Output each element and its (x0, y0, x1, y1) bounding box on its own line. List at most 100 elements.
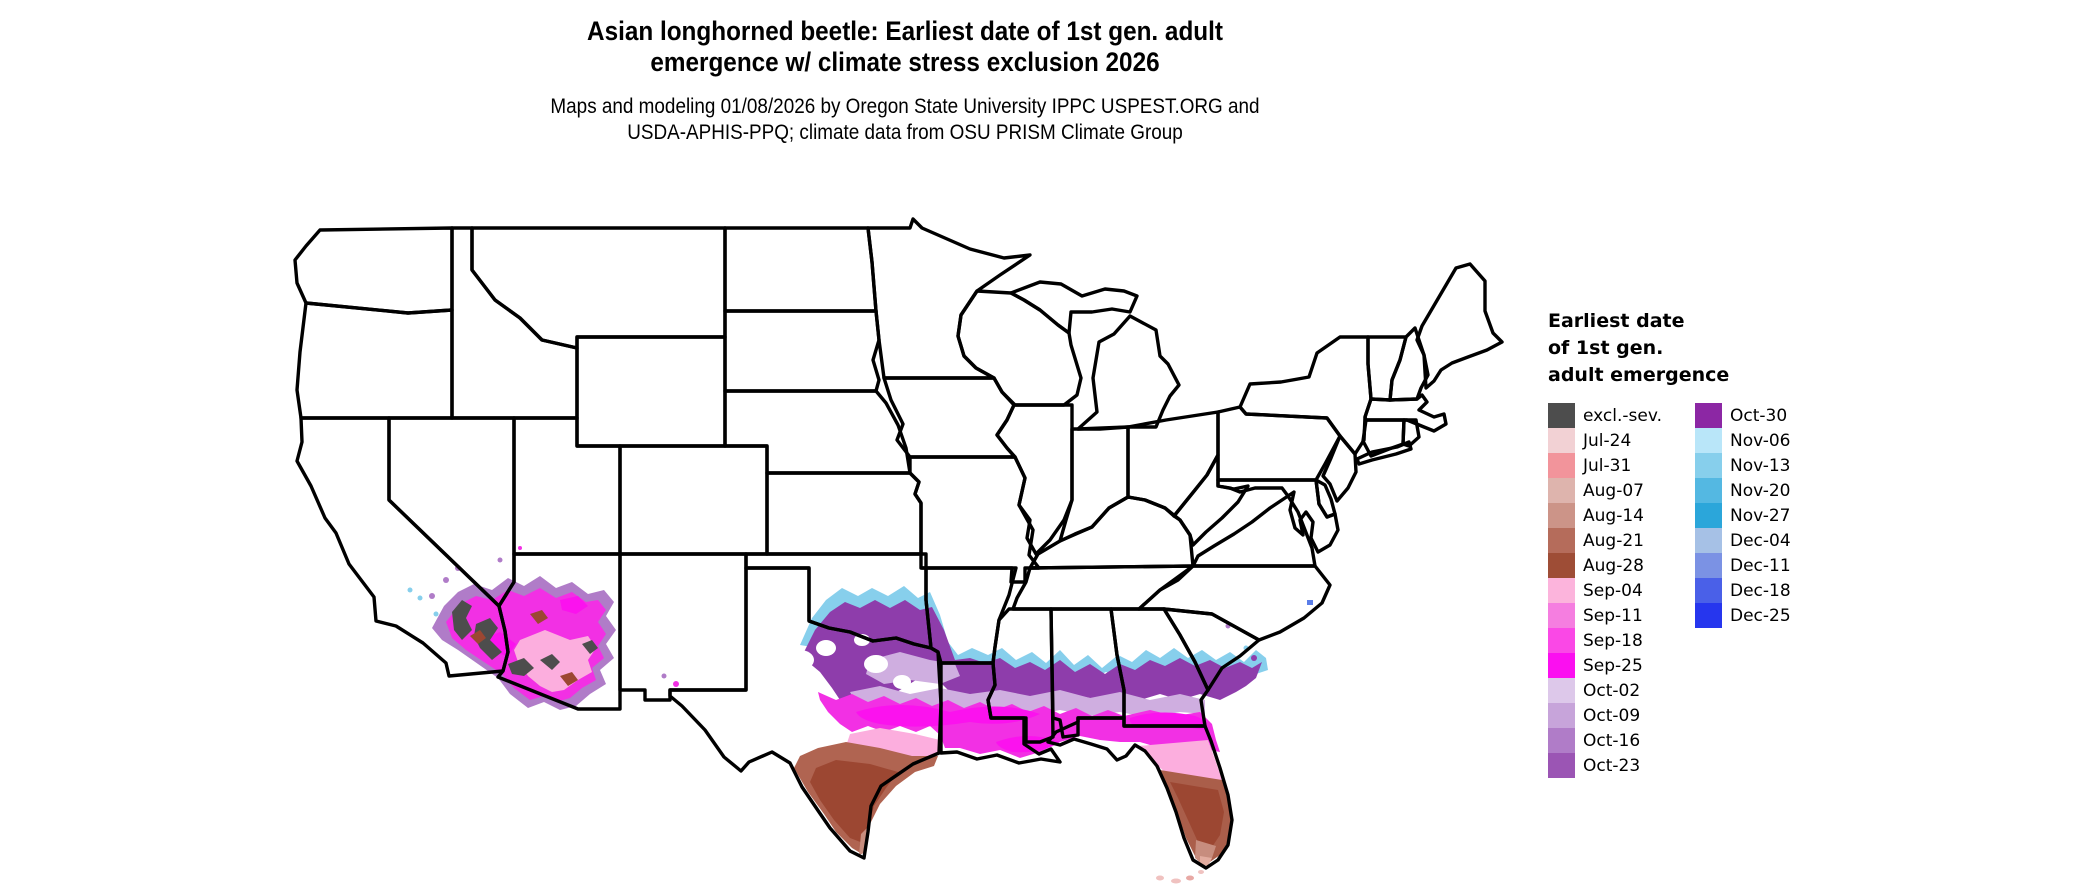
legend-title-line3: adult emergence (1548, 364, 1730, 386)
state-new-york-long-island (1355, 440, 1413, 466)
legend-item: excl.-sev. (1548, 403, 1662, 428)
state-vermont (1366, 335, 1408, 402)
legend-swatch (1695, 503, 1722, 528)
state-wisconsin (956, 289, 1083, 407)
legend-swatch (1548, 603, 1575, 628)
legend-item-label: Aug-07 (1583, 480, 1644, 501)
region-sw-speck (518, 546, 522, 550)
legend-title-line1: Earliest date (1548, 310, 1685, 332)
legend-item: Nov-27 (1695, 503, 1791, 528)
legend-title-line2: of 1st gen. (1548, 337, 1664, 359)
figure-subtitle-line1: Maps and modeling 01/08/2026 by Oregon S… (550, 95, 1260, 118)
legend-item-label: Nov-06 (1730, 430, 1791, 451)
legend-item-label: Sep-04 (1583, 580, 1643, 601)
state-west-virginia (1172, 453, 1250, 547)
state-montana (470, 226, 727, 350)
state-new-jersey (1321, 434, 1358, 503)
legend-swatch (1548, 753, 1575, 778)
region-sw-brown (530, 610, 548, 624)
state-texas (668, 566, 943, 860)
legend-item-label: Oct-09 (1583, 705, 1641, 726)
legend-swatch (1548, 503, 1575, 528)
legend-swatch (1695, 528, 1722, 553)
legend-item: Oct-16 (1548, 728, 1662, 753)
legend-item-label: Dec-04 (1730, 530, 1791, 551)
legend-item: Nov-06 (1695, 428, 1791, 453)
state-new-hampshire (1388, 326, 1430, 402)
legend-item: Oct-02 (1548, 678, 1662, 703)
legend-swatch (1548, 528, 1575, 553)
emergence-regions (407, 546, 1313, 884)
legend-item: Nov-20 (1695, 478, 1791, 503)
legend-item-label: excl.-sev. (1583, 405, 1662, 426)
region-oct-light-tx (866, 652, 960, 684)
state-michigan-upper (1009, 280, 1139, 335)
legend-swatch (1695, 603, 1722, 628)
region-sw-speck (433, 611, 439, 617)
state-new-york (1238, 335, 1373, 456)
state-nebraska (723, 389, 912, 475)
region-fl-keys (1156, 875, 1164, 881)
legend-swatch (1695, 428, 1722, 453)
state-indiana (1058, 425, 1130, 543)
region-sw-brown (470, 630, 486, 644)
legend-item: Dec-18 (1695, 578, 1791, 603)
legend-swatch (1695, 478, 1722, 503)
legend-item-label: Sep-18 (1583, 630, 1643, 651)
legend-item: Sep-04 (1548, 578, 1662, 603)
legend-item: Jul-24 (1548, 428, 1662, 453)
legend-item-label: Aug-28 (1583, 555, 1644, 576)
region-fl-keys (1171, 878, 1181, 884)
region-sw-brown (560, 672, 578, 686)
state-florida (1046, 716, 1234, 870)
region-sw-gray (508, 658, 534, 676)
legend-column-1: excl.-sev. Jul-24 Jul-31 Aug-07 Aug-14 A… (1548, 403, 1662, 778)
legend-swatch (1548, 728, 1575, 753)
region-sw-speck (429, 593, 435, 599)
region-aug-southtx-core (810, 760, 898, 843)
region-oct-dark (802, 600, 1262, 712)
region-speck (673, 681, 679, 687)
region-sw-gray (540, 654, 560, 670)
band-hole (816, 640, 836, 656)
legend-item-label: Jul-24 (1583, 430, 1632, 451)
legend-item-label: Jul-31 (1583, 455, 1632, 476)
figure-subtitle: Maps and modeling 01/08/2026 by Oregon S… (250, 94, 1560, 146)
legend-item: Dec-04 (1695, 528, 1791, 553)
legend-swatch (1548, 678, 1575, 703)
legend-swatch (1695, 453, 1722, 478)
state-michigan-lower (1076, 314, 1181, 431)
legend-item-label: Nov-13 (1730, 455, 1791, 476)
legend-item-label: Nov-27 (1730, 505, 1791, 526)
band-hole (786, 650, 814, 670)
state-tennessee (1011, 564, 1195, 611)
state-maine (1415, 262, 1504, 390)
region-fl-keys (1186, 875, 1194, 881)
legend-item: Aug-21 (1548, 528, 1662, 553)
state-nevada (387, 416, 516, 608)
legend-swatch (1548, 403, 1575, 428)
state-washington (293, 226, 454, 315)
region-sw-speck (443, 577, 449, 583)
state-utah (512, 416, 622, 556)
state-massachusetts (1363, 393, 1448, 433)
region-speck (1307, 600, 1313, 605)
figure-header: Asian longhorned beetle: Earliest date o… (250, 16, 1560, 146)
legend-item: Sep-11 (1548, 603, 1662, 628)
legend-item: Oct-23 (1548, 753, 1662, 778)
region-speck (1251, 655, 1257, 661)
region-sw-speck (497, 557, 503, 563)
legend-swatch (1695, 403, 1722, 428)
region-speck (661, 673, 667, 679)
legend-swatch (1548, 628, 1575, 653)
legend-item: Jul-31 (1548, 453, 1662, 478)
legend-item-label: Sep-25 (1583, 655, 1643, 676)
state-borders (293, 217, 1504, 870)
legend-swatch (1548, 653, 1575, 678)
legend-item: Aug-07 (1548, 478, 1662, 503)
state-illinois (995, 403, 1074, 556)
legend-title: Earliest date of 1st gen. adult emergenc… (1548, 308, 1888, 389)
state-wyoming (575, 335, 727, 448)
region-sw-speck (407, 587, 413, 593)
